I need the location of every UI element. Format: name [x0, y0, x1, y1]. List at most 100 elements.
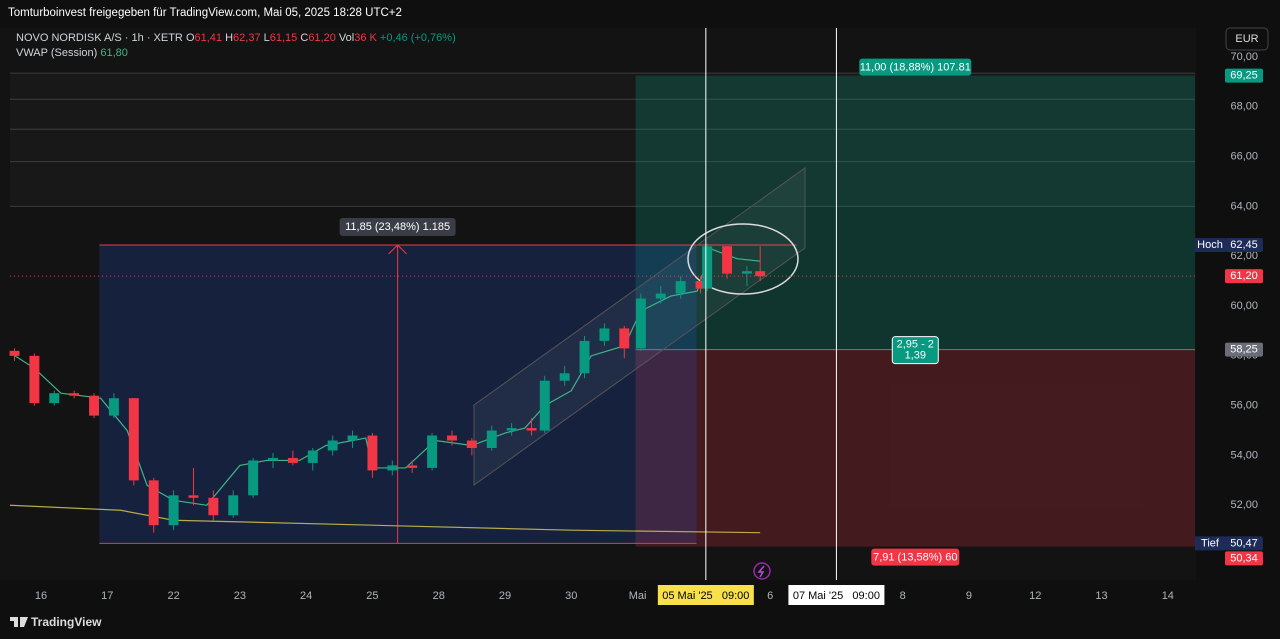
- legend-row: NOVO NORDISK A/S · 1h · XETR O61,41 H62,…: [16, 32, 456, 44]
- y-tick-label: 66,00: [1230, 150, 1258, 162]
- legend-change: +0,46 (+0,76%): [380, 32, 456, 44]
- y-tick-label: 64,00: [1230, 200, 1258, 212]
- y-tick-label: 60,00: [1230, 300, 1258, 312]
- crosshair-label: 07 Mai '25 09:00: [793, 590, 880, 602]
- x-tick-label: Mai: [629, 590, 647, 602]
- candle-body: [327, 440, 338, 451]
- overlay-name: VWAP (Session): [16, 47, 97, 59]
- x-tick-label: 22: [167, 590, 179, 602]
- x-tick-label: 14: [1162, 590, 1174, 602]
- candle-body: [208, 497, 219, 516]
- candle-body: [168, 495, 179, 526]
- candle-body: [128, 398, 139, 481]
- candle-body: [486, 430, 497, 448]
- price-label: 50,47: [1230, 537, 1258, 549]
- chart: 11,85 (23,48%) 1.185 11,00 (18,88%) 107.8…: [9, 28, 1263, 605]
- candle-body: [387, 465, 398, 471]
- currency-button[interactable]: [1225, 27, 1269, 51]
- center-label: 1,39: [905, 350, 926, 362]
- candle-body: [702, 246, 713, 289]
- candle-body: [447, 435, 457, 441]
- price-label-box: [1225, 551, 1263, 566]
- candle-body: [307, 450, 318, 463]
- price-label-box: [1225, 238, 1263, 253]
- price-tag: Tief: [1201, 537, 1220, 549]
- target-label: 11,00 (18,88%) 107.81: [860, 62, 971, 74]
- candle-body: [188, 495, 199, 498]
- candle-body: [9, 350, 20, 356]
- x-tick-label: 17: [101, 590, 113, 602]
- candle-body: [466, 440, 477, 448]
- candle-body: [29, 355, 40, 404]
- y-tick-label: 70,00: [1230, 51, 1258, 63]
- legend-value: 36 K: [354, 32, 377, 44]
- candle-body: [695, 281, 706, 289]
- legend: NOVO NORDISK A/S · 1h · XETR O61,41 H62,…: [16, 32, 456, 59]
- legend-key: H: [225, 32, 233, 44]
- candle-body: [619, 328, 630, 349]
- overlay-value: 61,80: [100, 47, 128, 59]
- candle-body: [347, 435, 358, 441]
- x-tick-label: 28: [433, 590, 445, 602]
- range-arrow-head: [388, 244, 407, 255]
- candle-body: [148, 480, 159, 526]
- candle-body: [367, 435, 378, 471]
- candle-body: [268, 457, 278, 461]
- center-label-box: [891, 336, 939, 365]
- y-tick-label: 54,00: [1230, 449, 1258, 461]
- x-tick-label: 23: [234, 590, 246, 602]
- candle-body: [579, 340, 590, 374]
- price-label-box: [1225, 68, 1263, 83]
- crosshair-label-box: [788, 585, 885, 605]
- plot-area: [0, 28, 1196, 580]
- currency[interactable]: EUR: [1235, 33, 1258, 45]
- target-label-box: [859, 58, 972, 76]
- candle-body: [407, 465, 418, 468]
- candle-body: [599, 328, 610, 341]
- price-tag: Hoch: [1197, 239, 1223, 251]
- price-label: 62,45: [1230, 239, 1258, 251]
- candle-body: [655, 293, 666, 299]
- candle-body: [755, 271, 766, 277]
- price-label-box: [1225, 342, 1263, 357]
- position-stop-zone: [635, 349, 1195, 547]
- price-label-box: [1225, 269, 1263, 284]
- legend-value: 61,20: [308, 32, 336, 44]
- x-tick-label: 25: [366, 590, 378, 602]
- x-tick-label: 24: [300, 590, 312, 602]
- x-tick-label: 12: [1029, 590, 1041, 602]
- candle-body: [287, 457, 298, 463]
- x-tick-label: 30: [565, 590, 577, 602]
- x-tick-label: 6: [767, 590, 773, 602]
- y-tick-label: 52,00: [1230, 499, 1258, 511]
- candle-body: [526, 428, 537, 431]
- candle-body: [248, 460, 259, 496]
- center-label: 2,95 - 2: [897, 339, 934, 351]
- x-tick-label: 9: [966, 590, 972, 602]
- stop-label: 7,91 (13,58%) 60: [873, 552, 957, 564]
- range-label: 11,85 (23,48%) 1.185: [345, 221, 450, 233]
- event-icon[interactable]: [753, 562, 771, 580]
- legend-key: O: [186, 32, 195, 44]
- candle-body: [427, 435, 438, 468]
- legend-value: 61,41: [195, 32, 223, 44]
- brand-logo: [10, 617, 28, 627]
- position-target-zone: [635, 75, 1195, 350]
- candle-body: [722, 246, 733, 274]
- crosshair-label-box: [657, 585, 754, 605]
- price-label: 61,20: [1230, 270, 1258, 282]
- candle-body: [559, 373, 570, 381]
- price-label: 69,25: [1230, 70, 1258, 82]
- legend-key: L: [264, 32, 270, 44]
- legend-key: Vol: [339, 32, 354, 44]
- candle-body: [49, 393, 60, 404]
- stop-label-box: [871, 548, 960, 566]
- x-tick-label: 13: [1095, 590, 1107, 602]
- x-tick-label: 8: [900, 590, 906, 602]
- legend-row: VWAP (Session) 61,80: [16, 47, 128, 59]
- legend-key: C: [300, 32, 308, 44]
- candle-body: [89, 395, 100, 416]
- overlay-line: [10, 247, 761, 506]
- share-title: Tomturboinvest freigegeben für TradingVi…: [8, 7, 402, 19]
